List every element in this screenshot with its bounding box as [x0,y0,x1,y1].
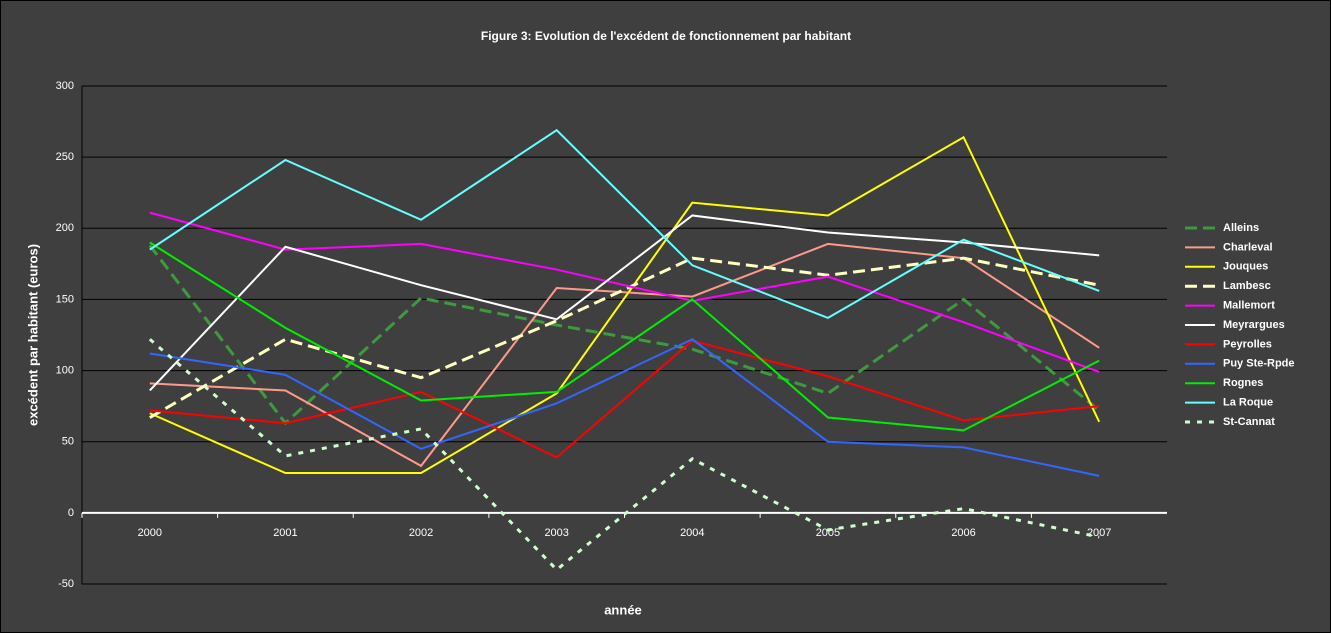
series-line [148,338,1100,572]
series-line [149,241,1100,432]
y-tick-label: 250 [56,151,74,163]
x-tick-label: 2002 [409,527,433,539]
x-tick-label: 2003 [544,527,568,539]
legend-label: La Roque [1223,397,1273,409]
x-tick-label: 2005 [816,527,840,539]
legend-label: Mallemort [1223,300,1275,312]
legend-label: Rognes [1223,377,1263,389]
legend-label: Alleins [1223,222,1259,234]
x-tick-label: 2000 [138,527,162,539]
series-line [149,128,1100,320]
y-axis-label: excédent par habitant (euros) [25,244,40,426]
series-line [149,135,1101,475]
legend-label: Jouques [1223,261,1268,273]
series-line [149,338,1100,477]
series-line [149,256,1100,419]
y-tick-label: 300 [56,80,74,92]
chart-title: Figure 3: Evolution de l'excédent de fon… [481,29,851,43]
x-tick-label: 2006 [951,527,975,539]
legend-label: St-Cannat [1223,416,1275,428]
y-tick-label: 100 [56,364,74,376]
series-line [149,339,1100,459]
legend-label: Lambesc [1223,280,1271,292]
y-tick-label: 0 [68,507,74,519]
series-line [149,214,1100,392]
y-tick-label: 200 [56,222,74,234]
y-tick-label: -50 [58,578,74,590]
series-line [149,242,1100,468]
x-tick-label: 2004 [680,527,704,539]
x-tick-label: 2001 [273,527,297,539]
x-axis-label: année [604,602,642,617]
series-line [149,211,1100,373]
x-tick-label: 2007 [1087,527,1111,539]
legend-label: Peyrolles [1223,338,1272,350]
legend-label: Meyrargues [1223,319,1285,331]
y-tick-label: 50 [62,436,74,448]
legend-label: Puy Ste-Rpde [1223,358,1295,370]
y-tick-label: 150 [56,293,74,305]
legend-label: Charleval [1223,241,1273,253]
